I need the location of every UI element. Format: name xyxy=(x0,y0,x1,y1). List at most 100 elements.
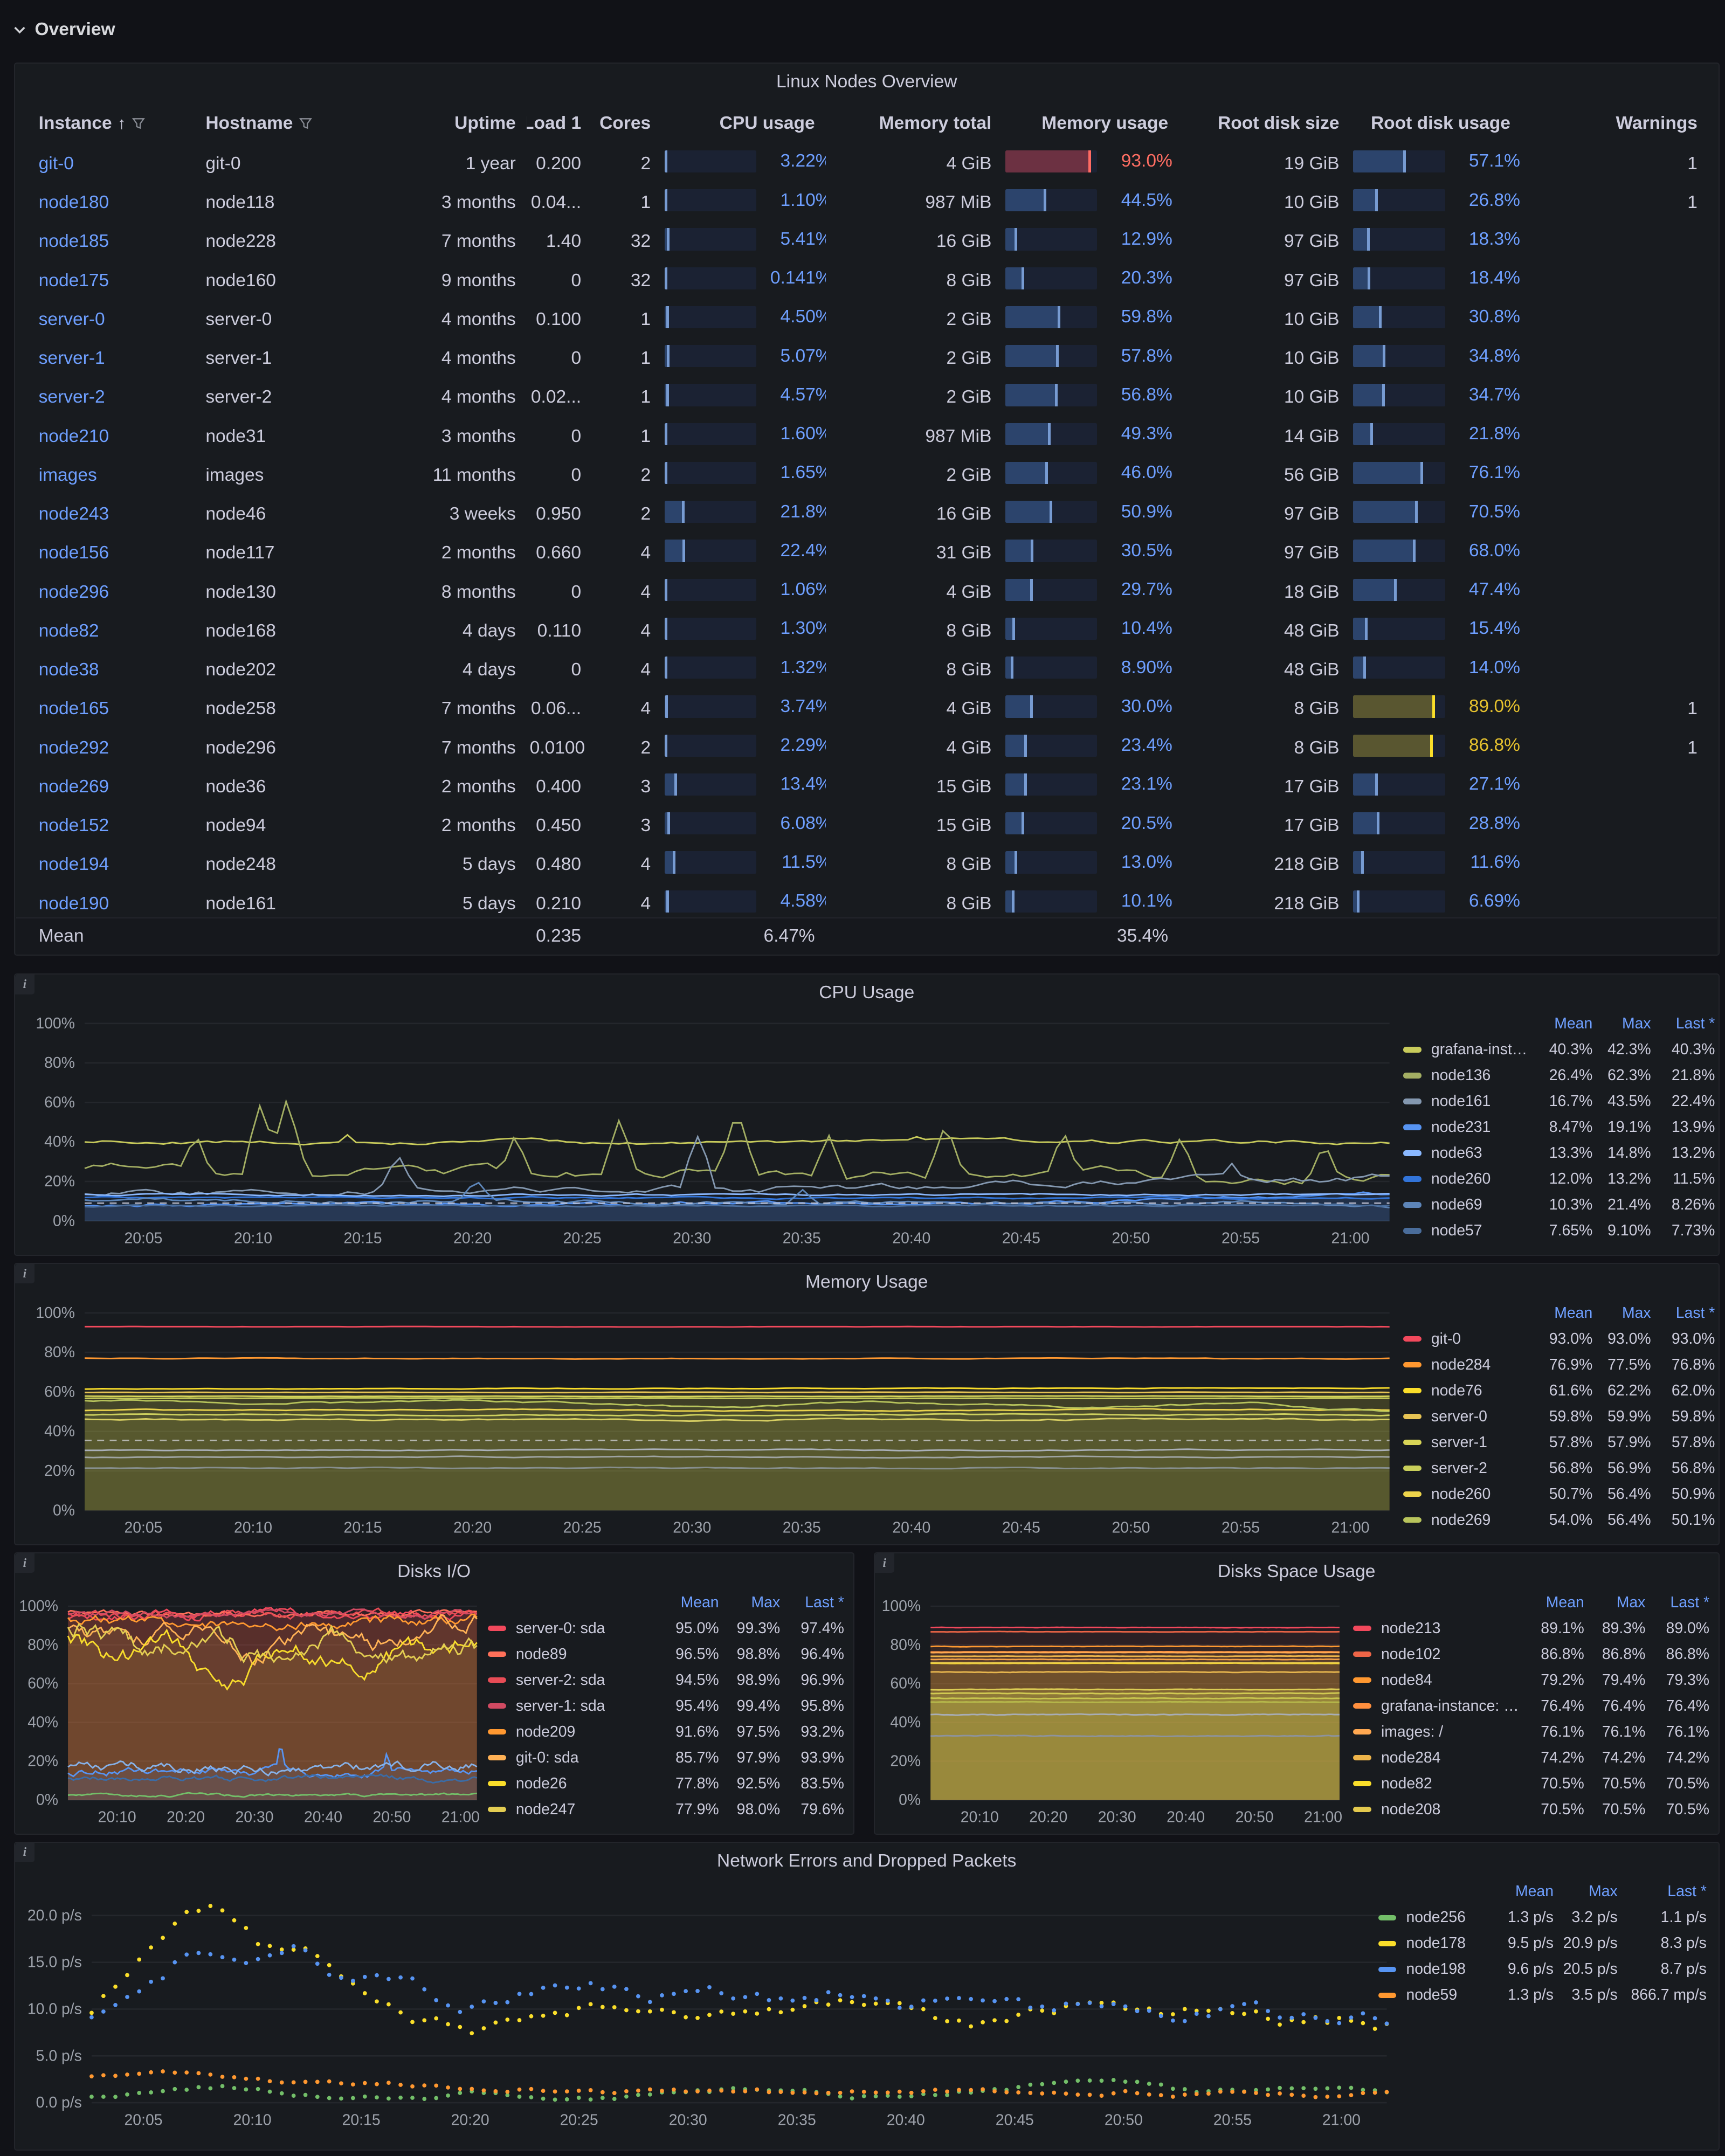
legend-sort-last[interactable]: Last * xyxy=(1675,1015,1715,1033)
panel-title[interactable]: Linux Nodes Overview xyxy=(776,72,957,92)
legend-item[interactable]: node84 79.2% 79.4% 79.3% xyxy=(1353,1667,1709,1693)
legend-item[interactable]: server-0: sda 95.0% 99.3% 97.4% xyxy=(488,1615,844,1641)
column-header-root-disk-size[interactable]: Root disk size xyxy=(1218,113,1340,134)
instance-link[interactable]: node243 xyxy=(38,504,109,524)
svg-text:20:30: 20:30 xyxy=(673,1519,711,1536)
legend-item[interactable]: git-0: sda 85.7% 97.9% 93.9% xyxy=(488,1745,844,1771)
row-header-overview[interactable]: Overview xyxy=(11,19,115,40)
legend-item[interactable]: node247 77.9% 98.0% 79.6% xyxy=(488,1796,844,1822)
legend-sort-last[interactable]: Last * xyxy=(1667,1883,1707,1901)
column-header-hostname[interactable]: Hostname xyxy=(205,113,374,134)
filter-icon[interactable] xyxy=(299,116,313,130)
panel-info-icon[interactable]: i xyxy=(874,1553,894,1573)
legend-item[interactable]: server-2: sda 94.5% 98.9% 96.9% xyxy=(488,1667,844,1693)
instance-link[interactable]: git-0 xyxy=(38,153,74,174)
instance-link[interactable]: node38 xyxy=(38,660,99,680)
legend-sort-last[interactable]: Last * xyxy=(1670,1593,1710,1611)
legend-sort-mean[interactable]: Mean xyxy=(1554,1015,1593,1033)
panel-info-icon[interactable]: i xyxy=(15,1264,34,1284)
legend-item[interactable]: server-1 57.8% 57.9% 57.8% xyxy=(1403,1429,1715,1455)
column-header-instance[interactable]: Instance ↑ xyxy=(39,113,181,134)
legend-item[interactable]: node231 8.47% 19.1% 13.9% xyxy=(1403,1115,1715,1141)
legend-sort-max[interactable]: Max xyxy=(1622,1304,1651,1322)
legend-item[interactable]: node209 91.6% 97.5% 93.2% xyxy=(488,1719,844,1745)
instance-link[interactable]: node180 xyxy=(38,192,109,213)
legend-item[interactable]: node198 9.6 p/s 20.5 p/s 8.7 p/s xyxy=(1378,1957,1707,1982)
cell-cores: 2 xyxy=(640,153,651,174)
panel-title[interactable]: Memory Usage xyxy=(805,1272,928,1293)
legend-item[interactable]: node284 74.2% 74.2% 74.2% xyxy=(1353,1745,1709,1771)
legend-sort-last[interactable]: Last * xyxy=(1675,1304,1715,1322)
instance-link[interactable]: node165 xyxy=(38,699,109,719)
cell-uptime: 5 days xyxy=(463,854,516,875)
legend-item[interactable]: node89 96.5% 98.8% 96.4% xyxy=(488,1641,844,1667)
legend-item[interactable]: server-1: sda 95.4% 99.4% 95.8% xyxy=(488,1693,844,1719)
panel-info-icon[interactable]: i xyxy=(15,1842,34,1862)
instance-link[interactable]: node194 xyxy=(38,854,109,875)
instance-link[interactable]: images xyxy=(38,465,97,485)
column-header-memory-usage[interactable]: Memory usage xyxy=(1041,113,1169,134)
legend-sort-last[interactable]: Last * xyxy=(805,1593,844,1611)
legend-item[interactable]: node213 89.1% 89.3% 89.0% xyxy=(1353,1615,1709,1641)
legend-sort-max[interactable]: Max xyxy=(1616,1593,1646,1611)
legend-item[interactable]: node102 86.8% 86.8% 86.8% xyxy=(1353,1641,1709,1667)
instance-link[interactable]: node82 xyxy=(38,620,99,641)
legend-item[interactable]: node161 16.7% 43.5% 22.4% xyxy=(1403,1089,1715,1115)
instance-link[interactable]: node156 xyxy=(38,543,109,563)
instance-link[interactable]: server-1 xyxy=(38,348,105,369)
column-header-uptime[interactable]: Uptime xyxy=(454,113,516,134)
legend-item[interactable]: grafana-instance: /var 76.4% 76.4% 76.4% xyxy=(1353,1693,1709,1719)
instance-link[interactable]: server-2 xyxy=(38,387,105,407)
column-header-cpu-usage[interactable]: CPU usage xyxy=(719,113,815,134)
legend-sort-max[interactable]: Max xyxy=(1622,1015,1651,1033)
column-header-cores[interactable]: Cores xyxy=(599,113,651,134)
legend-item[interactable]: node76 61.6% 62.2% 62.0% xyxy=(1403,1378,1715,1404)
column-header-root-disk-usage[interactable]: Root disk usage xyxy=(1370,113,1510,134)
panel-title[interactable]: Disks Space Usage xyxy=(1217,1561,1376,1581)
instance-link[interactable]: node190 xyxy=(38,893,109,914)
instance-link[interactable]: server-0 xyxy=(38,309,105,329)
legend-item[interactable]: node57 7.65% 9.10% 7.73% xyxy=(1403,1218,1715,1244)
legend-sort-max[interactable]: Max xyxy=(1589,1883,1618,1901)
legend-item[interactable]: node178 9.5 p/s 20.9 p/s 8.3 p/s xyxy=(1378,1931,1707,1957)
legend-item[interactable]: node256 1.3 p/s 3.2 p/s 1.1 p/s xyxy=(1378,1905,1707,1931)
legend-item[interactable]: node82 70.5% 70.5% 70.5% xyxy=(1353,1771,1709,1796)
legend-item[interactable]: node260 50.7% 56.4% 50.9% xyxy=(1403,1481,1715,1507)
legend-sort-mean[interactable]: Mean xyxy=(1554,1304,1593,1322)
legend-item[interactable]: grafana-instance40.3%42.3%40.3% xyxy=(1403,1037,1715,1063)
instance-link[interactable]: node152 xyxy=(38,816,109,836)
cell-root-disk-usage: 15.4% xyxy=(1350,617,1521,645)
legend-sort-mean[interactable]: Mean xyxy=(680,1593,719,1611)
panel-title[interactable]: CPU Usage xyxy=(819,983,915,1003)
legend-item[interactable]: node208 70.5% 70.5% 70.5% xyxy=(1353,1796,1709,1822)
panel-info-icon[interactable]: i xyxy=(15,1553,34,1573)
legend-item[interactable]: node136 26.4% 62.3% 21.8% xyxy=(1403,1063,1715,1089)
instance-link[interactable]: node175 xyxy=(38,270,109,291)
legend-item[interactable]: node26 77.8% 92.5% 83.5% xyxy=(488,1771,844,1796)
panel-title[interactable]: Network Errors and Dropped Packets xyxy=(717,1850,1017,1871)
instance-link[interactable]: node185 xyxy=(38,231,109,252)
legend-item[interactable]: node269 54.0% 56.4% 50.1% xyxy=(1403,1507,1715,1533)
column-header-warnings[interactable]: Warnings xyxy=(1616,113,1698,134)
legend-item[interactable]: server-0 59.8% 59.9% 59.8% xyxy=(1403,1404,1715,1429)
instance-link[interactable]: node296 xyxy=(38,582,109,602)
instance-link[interactable]: node269 xyxy=(38,776,109,797)
instance-link[interactable]: node292 xyxy=(38,737,109,758)
legend-item[interactable]: node63 13.3% 14.8% 13.2% xyxy=(1403,1141,1715,1166)
panel-title[interactable]: Disks I/O xyxy=(397,1561,471,1581)
legend-item[interactable]: node284 76.9% 77.5% 76.8% xyxy=(1403,1352,1715,1378)
column-header-load1[interactable]: Load 1 xyxy=(527,113,582,134)
legend-item[interactable]: images: /76.1% 76.1% 76.1% xyxy=(1353,1719,1709,1745)
legend-item[interactable]: server-2 56.8% 56.9% 56.8% xyxy=(1403,1455,1715,1481)
panel-info-icon[interactable]: i xyxy=(15,975,34,994)
legend-item[interactable]: node260 12.0% 13.2% 11.5% xyxy=(1403,1166,1715,1192)
filter-icon[interactable] xyxy=(132,116,146,130)
legend-sort-mean[interactable]: Mean xyxy=(1545,1593,1584,1611)
column-header-memory-total[interactable]: Memory total xyxy=(879,113,992,134)
legend-item[interactable]: git-0 93.0% 93.0% 93.0% xyxy=(1403,1326,1715,1352)
legend-item[interactable]: node59 1.3 p/s 3.5 p/s 866.7 mp/s xyxy=(1378,1982,1707,2008)
legend-item[interactable]: node69 10.3% 21.4% 8.26% xyxy=(1403,1192,1715,1218)
legend-sort-max[interactable]: Max xyxy=(751,1593,781,1611)
legend-sort-mean[interactable]: Mean xyxy=(1515,1883,1554,1901)
instance-link[interactable]: node210 xyxy=(38,426,109,446)
